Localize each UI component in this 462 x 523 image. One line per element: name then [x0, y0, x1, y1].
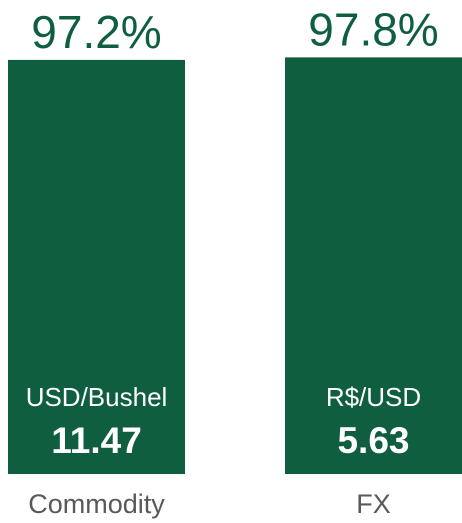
price-label: 5.63	[337, 420, 409, 461]
price-label: 11.47	[51, 420, 142, 461]
value-label: 97.8%	[308, 4, 438, 56]
category-label: FX	[356, 489, 391, 519]
unit-label: USD/Bushel	[26, 382, 168, 412]
unit-label: R$/USD	[326, 382, 421, 412]
bar	[285, 57, 462, 474]
bar	[8, 59, 185, 474]
value-label: 97.2%	[31, 6, 161, 58]
category-label: Commodity	[28, 489, 165, 519]
